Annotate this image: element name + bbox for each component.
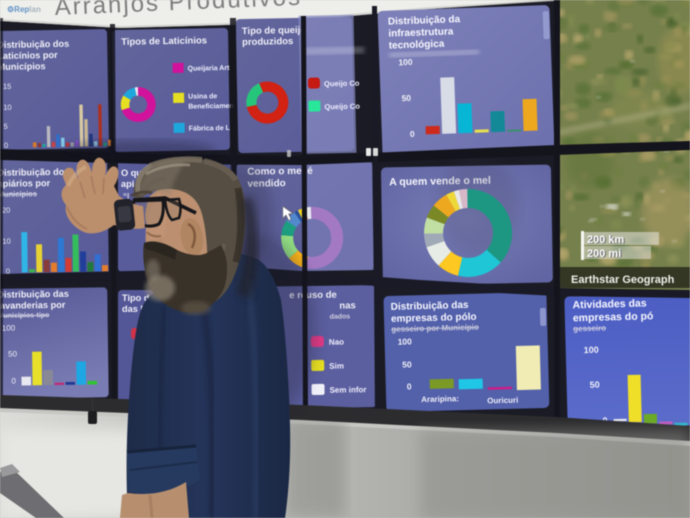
svg-text:0: 0 [407, 381, 412, 391]
svg-text:Municípios: Municípios [0, 61, 46, 72]
svg-text:20: 20 [2, 206, 10, 215]
svg-text:Queijo Co: Queijo Co [324, 102, 360, 112]
svg-text:10: 10 [3, 103, 11, 112]
svg-text:⚙Replan: ⚙Replan [7, 5, 41, 14]
svg-text:empresas do pó: empresas do pó [573, 310, 654, 324]
svg-text:api: api [121, 179, 134, 189]
svg-text:Ouricuri: Ouricuri [487, 396, 518, 406]
svg-text:infraestrutura: infraestrutura [388, 26, 454, 39]
svg-text:50: 50 [8, 350, 18, 359]
svg-text:apiários por: apiários por [0, 178, 51, 189]
svg-text:200 mi: 200 mi [587, 248, 621, 260]
svg-text:Municípios-tipo: Municípios-tipo [0, 312, 49, 320]
svg-text:50: 50 [401, 93, 411, 103]
svg-text:gesseiro: gesseiro [573, 323, 606, 333]
svg-text:Como o mel é: Como o mel é [247, 166, 313, 178]
svg-text:Earthstar Geograph: Earthstar Geograph [571, 274, 675, 286]
svg-text:nas: nas [339, 300, 356, 311]
svg-text:0: 0 [6, 267, 10, 276]
svg-text:Usina de: Usina de [188, 93, 217, 101]
svg-text:10: 10 [2, 237, 10, 246]
svg-text:Tipos de Laticínios: Tipos de Laticínios [121, 35, 207, 47]
svg-text:0: 0 [11, 377, 16, 386]
svg-text:produzidos: produzidos [242, 36, 293, 48]
svg-text:Atividades das: Atividades das [572, 297, 647, 311]
svg-text:lavanderias por: lavanderias por [0, 300, 66, 311]
svg-text:Araripina:: Araripina: [421, 394, 459, 404]
svg-text:empresas do pólo: empresas do pólo [391, 312, 477, 325]
svg-text:200 km: 200 km [587, 234, 625, 246]
svg-text:Distribuição dos: Distribuição dos [0, 39, 69, 50]
svg-text:Distribuição das: Distribuição das [391, 300, 469, 313]
svg-text:Distribuição das: Distribuição das [0, 289, 69, 300]
svg-text:Nao: Nao [329, 338, 344, 347]
svg-text:Beneficiamen: Beneficiamen [188, 103, 234, 111]
svg-text:Distribuição dos: Distribuição dos [0, 167, 69, 178]
svg-text:200 km: 200 km [588, 235, 626, 247]
svg-text:Queijo Co: Queijo Co [324, 79, 360, 89]
svg-text:Queijaria Art: Queijaria Art [188, 65, 231, 73]
svg-text:5: 5 [4, 122, 8, 131]
svg-text:100: 100 [2, 324, 16, 333]
svg-text:e reuso de: e reuso de [289, 290, 337, 302]
svg-text:100: 100 [397, 336, 412, 346]
svg-text:“I: “I [123, 192, 129, 201]
svg-text:O qu: O qu [121, 168, 142, 178]
svg-text:50: 50 [590, 380, 600, 390]
svg-text:Sem infor: Sem infor [330, 385, 367, 395]
svg-text:100: 100 [398, 57, 413, 67]
svg-text:Distribuição da: Distribuição da [388, 14, 461, 28]
svg-text:tecnológica: tecnológica [389, 39, 445, 52]
svg-text:0: 0 [410, 129, 415, 139]
svg-text:15: 15 [3, 82, 11, 91]
svg-text:100: 100 [584, 345, 599, 355]
svg-text:das L: das L [122, 304, 146, 314]
svg-text:Fábrica de L: Fábrica de L [189, 125, 231, 133]
svg-text:0: 0 [4, 141, 8, 150]
svg-text:dados: dados [329, 313, 350, 320]
svg-text:Tipo de queijo: Tipo de queijo [242, 25, 307, 37]
svg-text:Sim: Sim [329, 362, 344, 371]
svg-text:50: 50 [402, 359, 412, 369]
svg-text:vendido: vendido [247, 178, 285, 190]
svg-text:Municípios: Municípios [0, 189, 37, 199]
svg-text:Laticínios por: Laticínios por [0, 50, 58, 61]
svg-text:gesseiro por Município: gesseiro por Município [391, 323, 479, 334]
svg-text:200 mi: 200 mi [588, 249, 622, 261]
svg-text:Tipo d: Tipo d [122, 293, 149, 303]
